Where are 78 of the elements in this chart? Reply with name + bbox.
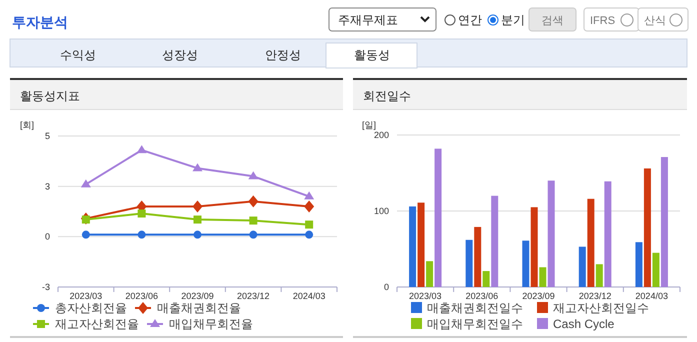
y-tick-label: -3 <box>42 282 50 292</box>
bar <box>652 252 660 287</box>
bar <box>466 240 473 287</box>
point <box>82 230 90 239</box>
y-tick-label: 0 <box>44 232 50 242</box>
y-tick-label: 100 <box>374 206 389 216</box>
point <box>249 230 258 239</box>
bar <box>539 267 546 287</box>
point <box>192 163 202 172</box>
text: 분기 <box>501 13 525 27</box>
text: 연간 <box>458 13 482 27</box>
y-axis-title: [일] <box>362 120 376 130</box>
bar <box>426 261 434 287</box>
legend-label: Cash Cycle <box>553 317 615 331</box>
point <box>80 179 91 188</box>
y-axis-title: [회] <box>20 120 34 130</box>
bar <box>587 198 594 287</box>
x-tick-label: 2023/09 <box>181 291 214 301</box>
text: 안정성 <box>265 48 301 62</box>
point <box>82 216 90 224</box>
bar <box>434 148 442 287</box>
text: 수익성 <box>60 48 96 62</box>
point <box>136 145 147 154</box>
bar <box>409 206 416 287</box>
text: 주재무제표 <box>338 13 398 27</box>
bar <box>522 240 530 287</box>
y-tick-label: 5 <box>44 131 50 141</box>
legend-label: 매입채무회전율 <box>169 317 253 331</box>
bar <box>660 157 668 287</box>
point <box>304 200 314 212</box>
x-tick-label: 2023/09 <box>522 291 555 301</box>
bar <box>418 202 425 287</box>
x-tick-label: 2023/06 <box>125 291 158 301</box>
point <box>194 216 202 224</box>
bar <box>530 207 538 287</box>
point <box>248 195 258 208</box>
text: 검색 <box>542 15 564 27</box>
legend-label: 매출채권회전율 <box>157 301 241 315</box>
point <box>305 230 314 239</box>
text: 성장성 <box>162 48 198 62</box>
text: 산식 <box>644 15 666 27</box>
point <box>138 210 146 218</box>
point <box>192 200 202 212</box>
bar <box>644 168 651 287</box>
chart-title: 회전일수 <box>363 89 411 103</box>
x-tick-label: 2023/06 <box>466 291 498 301</box>
y-tick-label: 0 <box>384 282 389 292</box>
text: 활동성 <box>354 48 390 62</box>
legend-label: 재고자산회전일수 <box>553 301 649 315</box>
bar <box>482 271 490 287</box>
x-tick-label: 2023/12 <box>237 291 270 301</box>
point <box>194 230 202 239</box>
point <box>305 220 314 229</box>
bar <box>474 226 482 287</box>
bar <box>604 181 612 287</box>
text: IFRS <box>590 15 616 27</box>
x-tick-label: 2023/03 <box>70 291 102 301</box>
x-tick-label: 2023/03 <box>409 291 442 301</box>
x-tick-label: 2024/03 <box>635 291 668 301</box>
bar <box>548 180 555 287</box>
legend-label: 매입채무회전일수 <box>427 317 523 331</box>
bar <box>596 264 603 287</box>
legend-label: 재고자산회전율 <box>55 317 139 331</box>
x-tick-label: 2024/03 <box>292 291 326 301</box>
y-tick-label: 200 <box>374 130 389 140</box>
point <box>138 230 146 239</box>
text: 투자분석 <box>12 14 68 30</box>
x-tick-label: 2023/12 <box>578 291 612 301</box>
bar <box>578 246 586 287</box>
y-tick-label: 3 <box>44 181 50 192</box>
chart-title: 활동성지표 <box>20 89 80 103</box>
point <box>249 216 258 225</box>
bar <box>635 242 642 287</box>
legend-label: 총자산회전율 <box>55 301 127 315</box>
point <box>248 171 258 180</box>
bar <box>491 196 498 287</box>
legend-label: 매출채권회전일수 <box>427 301 523 315</box>
point <box>304 191 314 200</box>
